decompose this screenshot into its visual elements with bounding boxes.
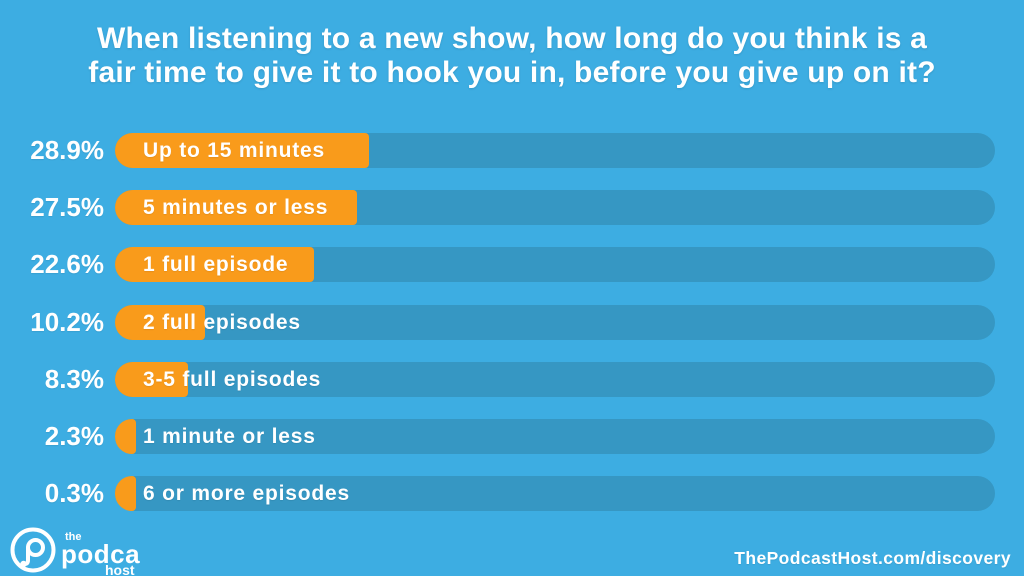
bar-value-label: 22.6% <box>30 249 104 279</box>
bar-fill <box>115 476 136 511</box>
bar-row: 28.9% Up to 15 minutes <box>0 133 1024 168</box>
bar-track <box>115 476 995 511</box>
bar-value-label: 10.2% <box>30 307 104 337</box>
bar-track <box>115 362 995 397</box>
bar-fill <box>115 419 136 454</box>
bar-row: 22.6% 1 full episode <box>0 247 1024 282</box>
bar-row: 8.3% 3-5 full episodes <box>0 362 1024 397</box>
bar-category-label: Up to 15 minutes <box>143 139 325 162</box>
logo-text-podcast: podcast <box>61 539 140 569</box>
bar-row: 27.5% 5 minutes or less <box>0 190 1024 225</box>
bar-fill <box>115 305 205 340</box>
bar-value-label: 27.5% <box>30 192 104 222</box>
bar-category-label: 6 or more episodes <box>143 482 350 505</box>
logo-text-host: host <box>105 562 135 576</box>
bar-row: 0.3% 6 or more episodes <box>0 476 1024 511</box>
podcast-host-logo: the podcast host <box>10 527 140 576</box>
chart-title-line-2: fair time to give it to hook you in, bef… <box>88 56 936 89</box>
bar-category-label: 5 minutes or less <box>143 196 329 219</box>
source-url: ThePodcastHost.com/discovery <box>734 548 1011 568</box>
bar-fill <box>115 247 314 282</box>
bar-value-label: 2.3% <box>44 421 104 451</box>
bar-value-label: 8.3% <box>44 364 104 394</box>
podcast-p-note-icon <box>10 527 56 573</box>
chart-title-line-1: When listening to a new show, how long d… <box>96 22 928 55</box>
bar-category-label: 3-5 full episodes <box>143 368 322 391</box>
bar-fill <box>115 362 188 397</box>
logo-text-the: the <box>65 531 82 543</box>
bar-fill <box>115 133 369 168</box>
bar-track <box>115 419 995 454</box>
bar-value-label: 28.9% <box>30 135 104 165</box>
bar-category-label: 1 minute or less <box>143 425 316 448</box>
bar-track <box>115 305 995 340</box>
chart-title: When listening to a new show, how long d… <box>0 22 1024 90</box>
bar-row: 10.2% 2 full episodes <box>0 305 1024 340</box>
bar-value-label: 0.3% <box>44 478 104 508</box>
bar-category-label: 2 full episodes <box>143 311 301 334</box>
bar-category-label: 1 full episode <box>143 253 289 276</box>
bar-fill <box>115 190 357 225</box>
bar-row: 2.3% 1 minute or less <box>0 419 1024 454</box>
